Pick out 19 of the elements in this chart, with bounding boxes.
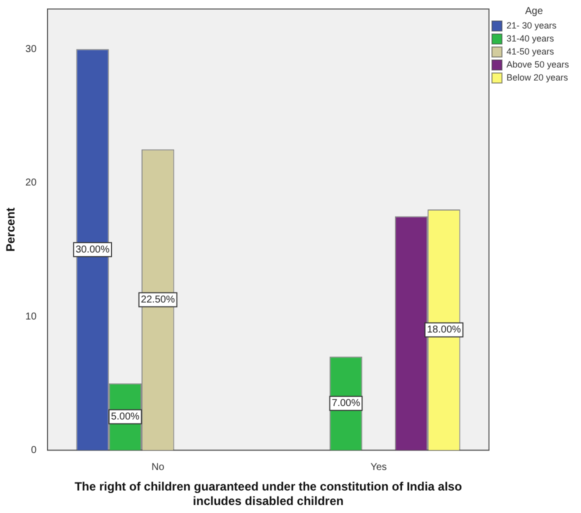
legend-title: Age: [525, 6, 544, 17]
legend-label: 31-40 years: [506, 33, 554, 44]
y-tick-label: 20: [25, 178, 37, 189]
x-tick-label: No: [151, 462, 165, 473]
data-label: 18.00%: [426, 324, 461, 336]
y-tick-label: 30: [25, 44, 37, 55]
legend-label: Below 20 years: [506, 72, 568, 82]
x-tick-label: Yes: [370, 462, 387, 473]
legend-label: Above 50 years: [506, 59, 570, 70]
y-tick-label: 10: [25, 311, 37, 322]
y-tick-label: 0: [30, 444, 37, 456]
data-label: 22.50%: [140, 294, 175, 306]
legend-label: 41-50 years: [506, 46, 554, 56]
data-label: 5.00%: [111, 412, 140, 423]
legend-label: 21- 30 years: [506, 20, 557, 30]
data-label: 30.00%: [76, 244, 110, 256]
data-label: 7.00%: [332, 398, 360, 410]
x-axis-title: The right of children guaranteed under the constitution of India also includes disabled children: [74, 480, 462, 508]
y-axis-title: Percent: [4, 208, 18, 252]
